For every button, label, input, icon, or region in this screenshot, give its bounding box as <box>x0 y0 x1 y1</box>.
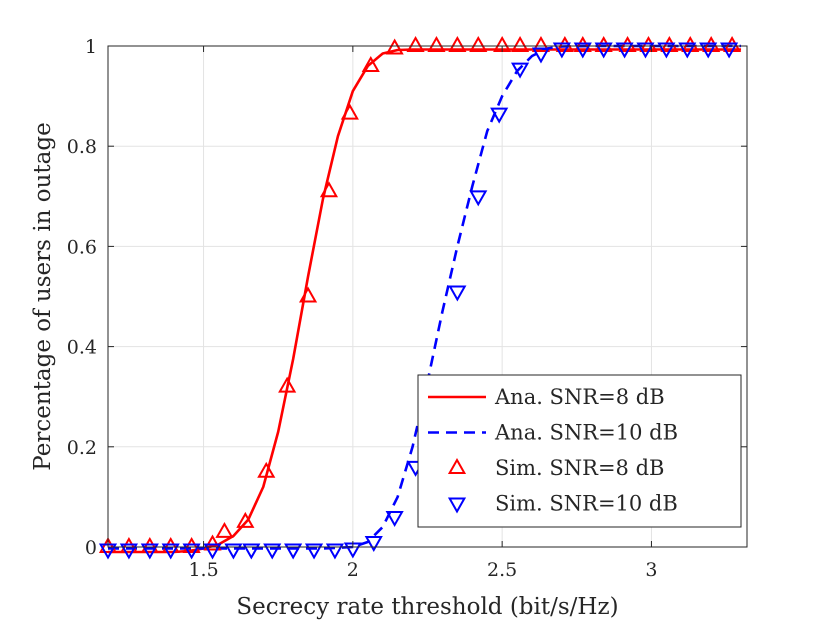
y-tick-label: 0.2 <box>67 437 97 459</box>
data-point <box>236 511 255 528</box>
data-point <box>448 35 467 52</box>
data-point <box>224 543 243 560</box>
data-point <box>406 35 425 52</box>
legend-marker-sample <box>447 457 467 474</box>
y-tick-label: 0.6 <box>67 236 97 258</box>
data-point <box>203 534 222 551</box>
data-point <box>678 42 697 59</box>
x-tick-label: 2 <box>347 559 359 581</box>
legend-box <box>417 374 742 528</box>
x-tick-label: 3 <box>645 559 657 581</box>
data-point <box>278 376 297 393</box>
y-tick-label: 1 <box>85 36 97 58</box>
legend-label: Sim. SNR=10 dB <box>495 492 678 516</box>
data-point <box>364 536 383 553</box>
x-tick-label: 1.5 <box>188 559 218 581</box>
y-axis-title: Percentage of users in outage <box>30 122 56 470</box>
data-point <box>531 35 551 52</box>
x-axis-title: Secrecy rate threshold (bit/s/Hz) <box>236 594 618 620</box>
data-point <box>594 42 613 59</box>
data-point <box>304 543 324 560</box>
data-point <box>215 521 234 538</box>
data-point <box>182 543 201 560</box>
data-point <box>242 543 261 560</box>
legend-label: Ana. SNR=10 dB <box>494 421 678 445</box>
data-point <box>361 56 380 72</box>
data-point <box>119 543 138 560</box>
data-point <box>385 510 404 527</box>
data-point <box>340 103 359 120</box>
data-point <box>448 285 467 302</box>
data-point <box>510 35 530 52</box>
data-point <box>319 181 339 198</box>
data-point <box>469 35 488 52</box>
legend-label: Ana. SNR=8 dB <box>494 385 665 409</box>
data-point <box>263 543 282 560</box>
data-point <box>490 107 509 124</box>
data-point <box>699 42 718 59</box>
data-point <box>284 543 303 560</box>
data-point <box>552 42 571 59</box>
series-3 <box>98 42 739 560</box>
data-point <box>298 286 318 303</box>
data-point <box>531 47 551 64</box>
data-point <box>615 42 634 59</box>
legend-marker-sample <box>447 497 467 514</box>
data-point <box>203 543 222 560</box>
tick-layer: 1.5 2 2.5 3 0 0.2 0.4 0.6 0.8 1 <box>67 36 747 581</box>
data-point <box>325 543 345 560</box>
legend-label: Sim. SNR=8 dB <box>495 456 664 480</box>
data-point <box>657 42 676 59</box>
data-point <box>720 42 739 59</box>
x-tick-label: 2.5 <box>487 559 517 581</box>
data-point <box>427 35 446 52</box>
series-layer <box>98 35 742 560</box>
y-tick-label: 0.8 <box>67 136 97 158</box>
data-point <box>636 42 655 59</box>
y-tick-label: 0 <box>85 537 97 559</box>
data-point <box>257 461 276 478</box>
legend: Ana. SNR=8 dB Ana. SNR=10 dB Sim. SNR=8 dB… <box>417 374 742 528</box>
data-point <box>573 42 592 59</box>
plot-border <box>107 45 748 548</box>
data-point <box>510 62 530 79</box>
data-point <box>385 38 404 55</box>
data-point <box>469 190 488 207</box>
y-tick-label: 0.4 <box>67 337 97 359</box>
data-point <box>161 543 180 560</box>
data-point <box>140 543 159 560</box>
